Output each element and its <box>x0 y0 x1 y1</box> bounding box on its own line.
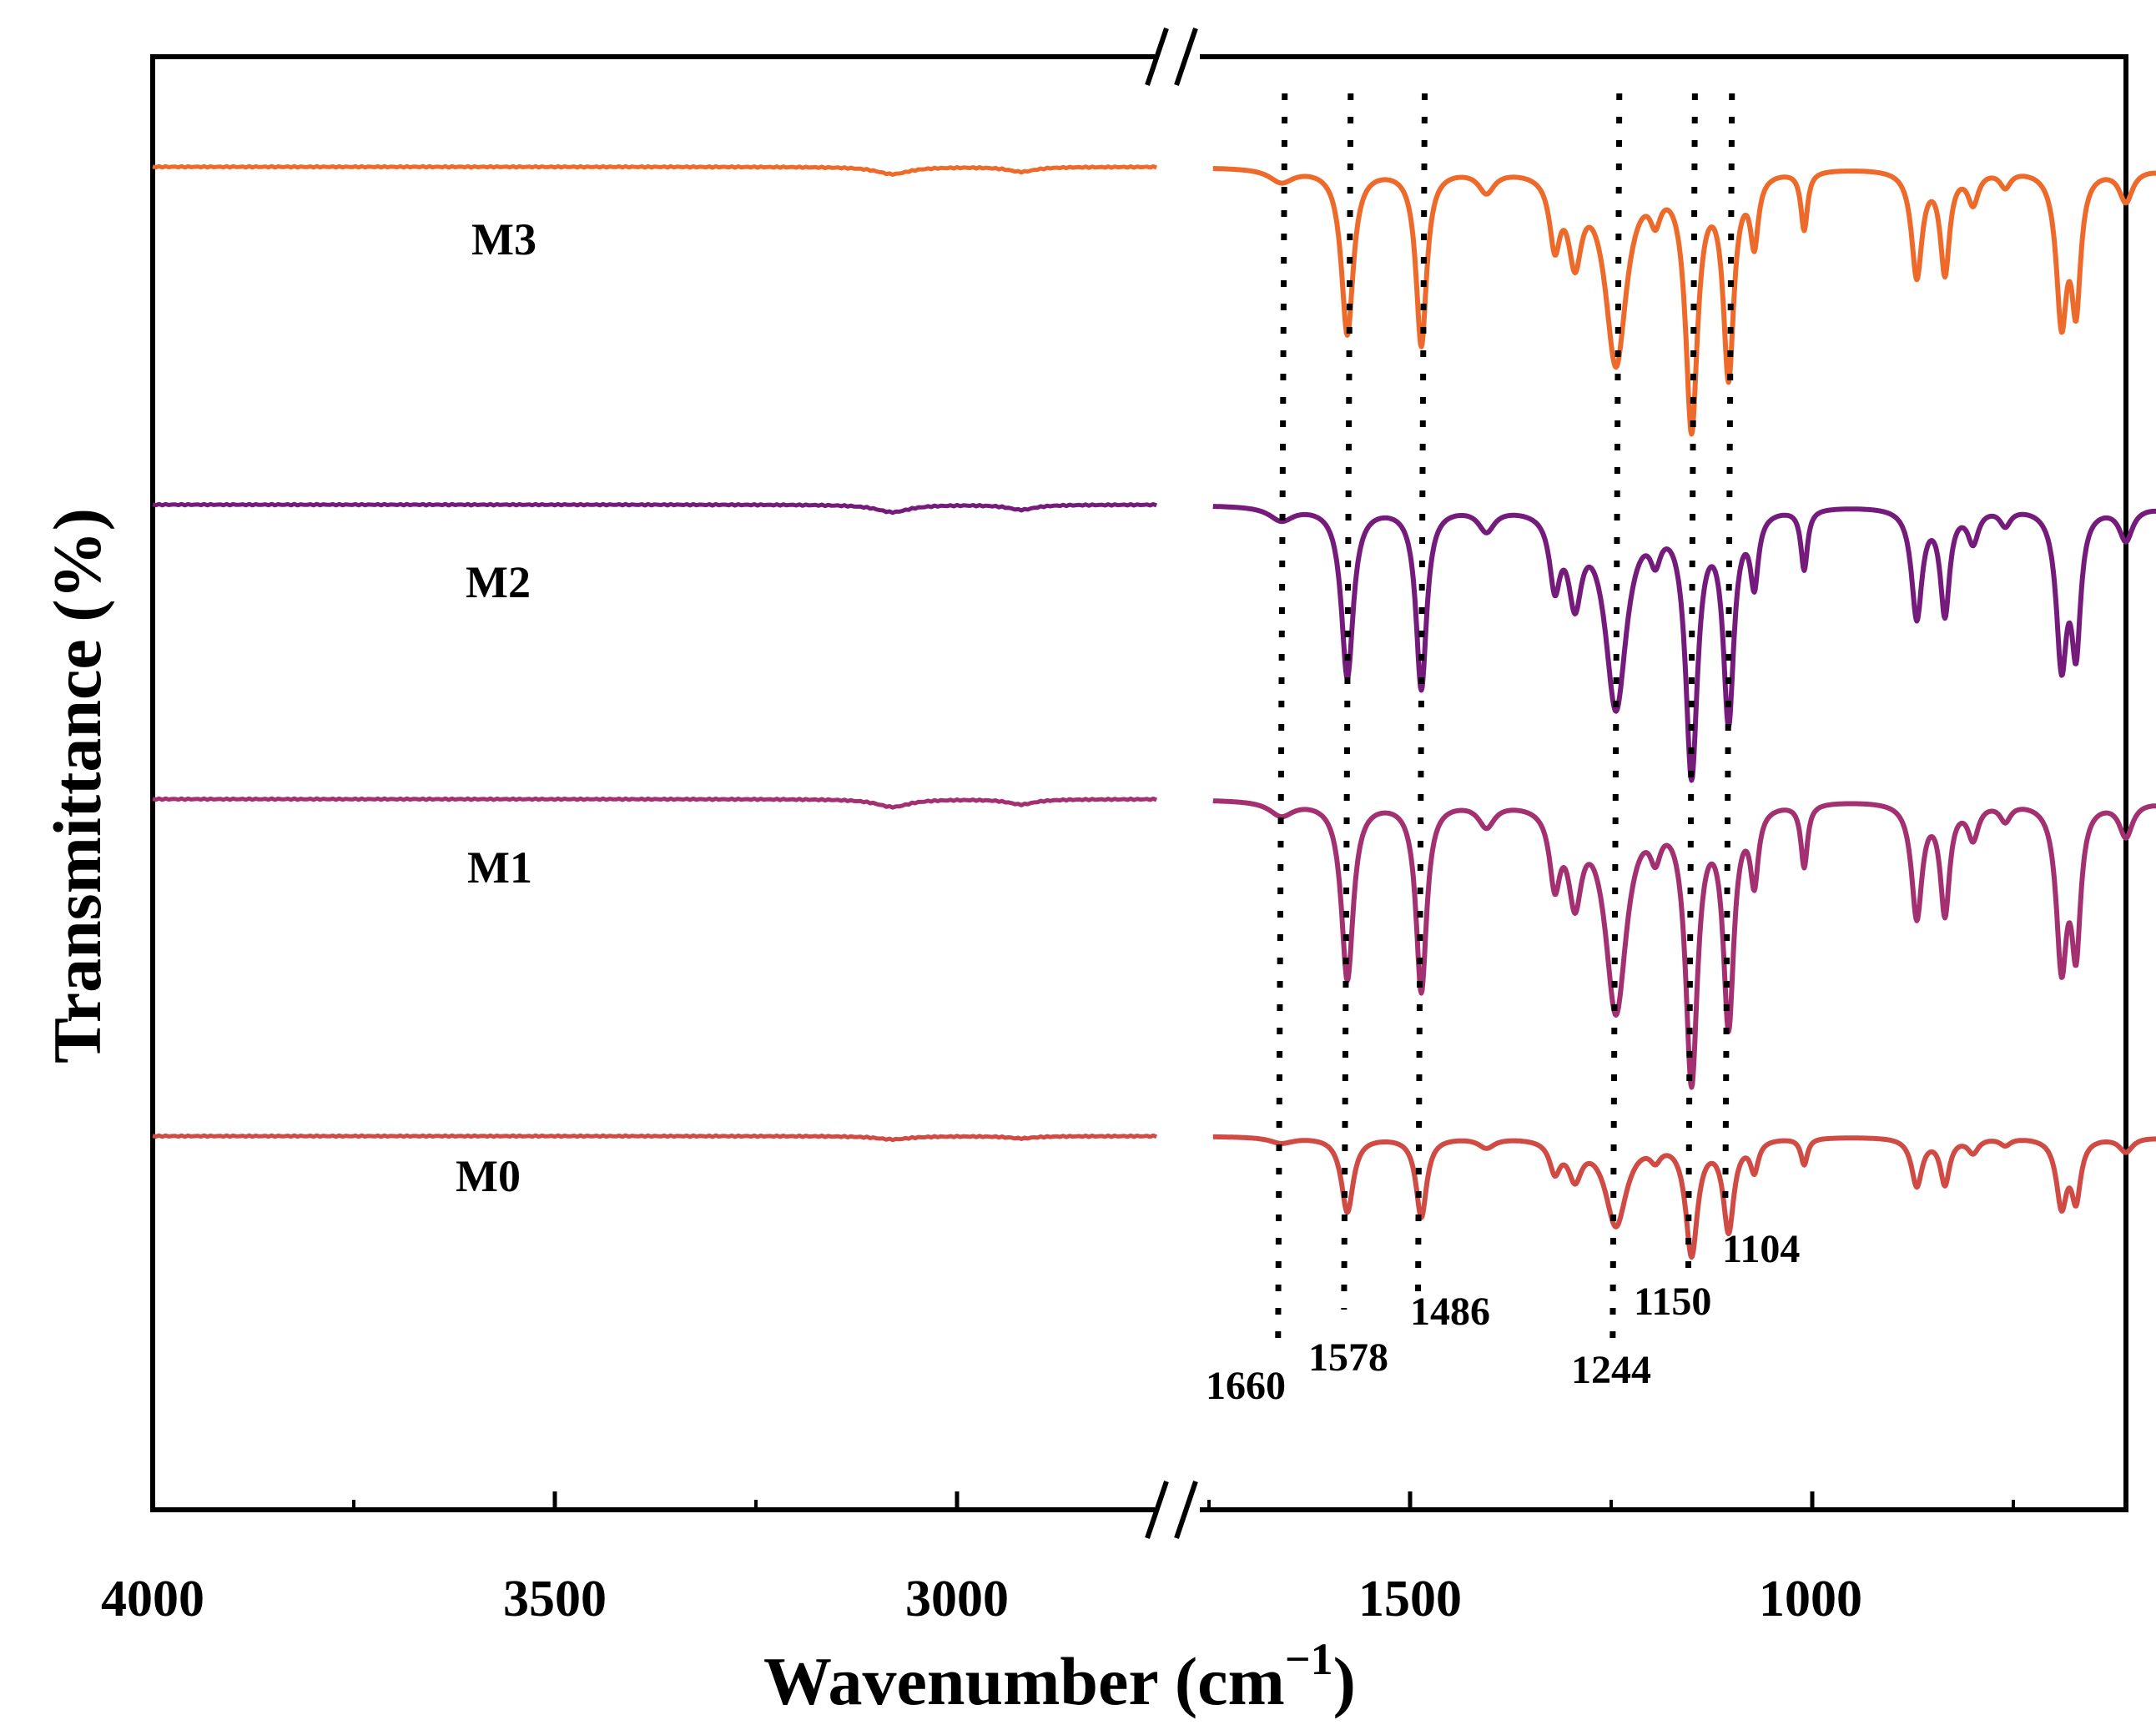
series-label-m0: M0 <box>456 1151 521 1201</box>
peak-marker-1660 <box>1275 93 1288 1344</box>
x-tick-label-1000: 1000 <box>1759 1571 1862 1627</box>
series-layer <box>152 163 2156 1260</box>
peak-markers <box>1275 93 1735 1348</box>
x-tick-label-3000: 3000 <box>905 1571 1009 1627</box>
series-m2-fingerprint <box>1211 504 2156 783</box>
axis-break-top-1 <box>1174 28 1198 86</box>
axis-break-bottom-0 <box>1145 1481 1169 1539</box>
series-m0-fingerprint <box>1211 1134 2156 1260</box>
peak-marker-1244 <box>1609 93 1623 1348</box>
x-axis-title: Wavenumber (cm−1) <box>763 1634 1356 1719</box>
axis-break-top-0 <box>1145 28 1169 86</box>
peak-label-1660: 1660 <box>1206 1364 1286 1408</box>
peak-label-1578: 1578 <box>1308 1335 1388 1380</box>
series-m3-high-range <box>152 163 1158 177</box>
series-label-m2: M2 <box>466 557 531 607</box>
peak-label-1150: 1150 <box>1634 1280 1711 1324</box>
peak-marker-1578 <box>1341 93 1354 1310</box>
series-m1-fingerprint <box>1211 798 2156 1090</box>
x-axis-ticks <box>150 1491 2015 1510</box>
y-axis-title: Transmittance (%) <box>39 508 115 1064</box>
peak-label-1486: 1486 <box>1410 1290 1490 1334</box>
series-m1-high-range <box>152 796 1158 810</box>
series-label-m1: M1 <box>467 842 532 893</box>
series-m0-high-range <box>152 1133 1157 1143</box>
peak-label-1244: 1244 <box>1571 1348 1651 1392</box>
peak-marker-1486 <box>1414 93 1428 1298</box>
x-tick-label-1500: 1500 <box>1358 1571 1462 1627</box>
plot-frame <box>150 28 2128 1539</box>
series-m2-high-range <box>152 501 1158 515</box>
series-label-m3: M3 <box>471 214 536 264</box>
x-tick-label-3500: 3500 <box>503 1571 607 1627</box>
peak-marker-1150 <box>1685 93 1698 1281</box>
series-m3-fingerprint <box>1211 166 2156 437</box>
x-tick-label-4000: 4000 <box>101 1571 204 1627</box>
peak-label-1104: 1104 <box>1722 1227 1800 1271</box>
axis-break-bottom-1 <box>1174 1481 1198 1539</box>
